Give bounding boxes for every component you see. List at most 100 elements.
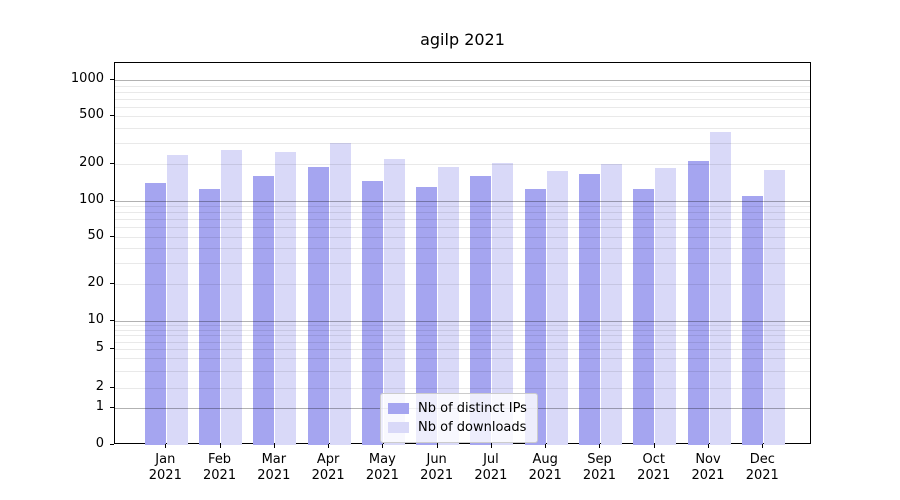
y-tick-label: 200 — [79, 155, 104, 171]
x-tick-label: Apr 2021 — [311, 452, 345, 483]
x-tick — [653, 444, 655, 448]
x-tick-label: Sep 2021 — [582, 452, 616, 483]
x-tick — [599, 444, 601, 448]
x-tick — [328, 444, 330, 448]
y-tick — [110, 115, 114, 117]
x-tick-label: Oct 2021 — [637, 452, 671, 483]
x-tick — [708, 444, 709, 448]
x-tick-label: Jun 2021 — [420, 452, 454, 483]
bar-distinct-ips-aug — [524, 188, 546, 445]
y-tick-label: 100 — [79, 191, 104, 207]
legend-swatch-distinct-ips — [388, 403, 409, 414]
chart-title: agilp 2021 — [420, 30, 505, 49]
y-tick — [110, 163, 114, 165]
gridline-minor — [115, 106, 810, 108]
y-tick-label: 1 — [95, 399, 104, 414]
bar-distinct-ips-may — [361, 181, 383, 445]
y-tick-label: 0 — [95, 436, 104, 451]
y-tick — [110, 387, 114, 388]
y-tick-label: 50 — [87, 227, 104, 243]
bar-distinct-ips-sep — [578, 174, 600, 445]
x-tick — [545, 444, 547, 448]
x-tick-label: Nov 2021 — [691, 452, 725, 483]
bar-downloads-aug — [546, 171, 568, 445]
bar-distinct-ips-jul — [470, 175, 492, 445]
gridline-minor — [115, 128, 810, 130]
gridline-major — [115, 200, 810, 202]
gridline-minor — [115, 116, 810, 118]
y-tick — [110, 319, 114, 321]
x-tick — [273, 444, 275, 448]
y-tick-label: 10 — [87, 311, 104, 327]
y-tick — [110, 199, 114, 201]
y-tick — [110, 407, 114, 408]
gridline-minor — [115, 205, 810, 207]
bar-downloads-nov — [709, 132, 731, 445]
bar-distinct-ips-apr — [307, 166, 329, 445]
y-tick — [110, 348, 114, 349]
x-tick-label: May 2021 — [365, 452, 399, 483]
gridline-minor — [115, 85, 810, 87]
gridline-minor — [115, 98, 810, 100]
bar-downloads-sep — [600, 164, 622, 445]
bar-downloads-mar — [275, 151, 297, 445]
bar-downloads-jul — [492, 163, 514, 445]
bar-distinct-ips-jan — [144, 182, 166, 445]
x-tick-label: Feb 2021 — [203, 452, 237, 483]
legend-item-downloads: Nb of downloads — [388, 418, 527, 437]
gridline-minor — [115, 341, 810, 343]
gridline-minor — [115, 236, 810, 238]
bar-distinct-ips-dec — [741, 195, 763, 445]
bar-downloads-jun — [438, 166, 460, 445]
x-tick-label: Mar 2021 — [257, 452, 291, 483]
legend-label-distinct-ips: Nb of distinct IPs — [418, 401, 527, 416]
y-tick-label: 1000 — [70, 71, 104, 87]
bar-downloads-jan — [166, 154, 188, 445]
gridline-minor — [115, 143, 810, 145]
bar-distinct-ips-nov — [687, 160, 709, 445]
gridline-minor — [115, 91, 810, 93]
gridline-minor — [115, 227, 810, 229]
y-tick-label: 20 — [87, 275, 104, 291]
bar-downloads-dec — [763, 169, 785, 445]
gridline-minor — [115, 324, 810, 326]
x-tick-label: Jul 2021 — [474, 452, 508, 483]
x-tick — [490, 444, 492, 448]
y-tick — [110, 79, 114, 81]
legend: Nb of distinct IPs Nb of downloads — [380, 393, 538, 443]
gridline-minor — [115, 358, 810, 360]
bar-downloads-apr — [329, 143, 351, 445]
y-tick-label: 5 — [95, 340, 104, 355]
gridline-minor — [115, 349, 810, 350]
y-tick-label: 500 — [79, 107, 104, 123]
gridline-minor — [115, 212, 810, 214]
gridline-minor — [115, 335, 810, 337]
bar-distinct-ips-oct — [633, 188, 655, 445]
gridline-minor — [115, 370, 810, 372]
gridline-minor — [115, 248, 810, 250]
x-tick — [762, 444, 764, 448]
legend-label-downloads: Nb of downloads — [418, 420, 527, 435]
x-tick — [436, 444, 438, 448]
gridline-major — [115, 80, 810, 82]
grid-layer — [115, 63, 810, 443]
bars-layer — [115, 63, 810, 445]
legend-swatch-downloads — [388, 422, 409, 433]
gridline-minor — [115, 284, 810, 286]
gridline-minor — [115, 329, 810, 331]
x-tick — [165, 444, 167, 448]
x-tick-label: Dec 2021 — [745, 452, 779, 483]
x-tick — [382, 444, 384, 448]
legend-item-distinct-ips: Nb of distinct IPs — [388, 399, 527, 418]
bar-distinct-ips-feb — [199, 188, 221, 445]
bar-downloads-oct — [655, 168, 677, 445]
y-tick-label: 2 — [95, 379, 104, 394]
y-tick — [110, 444, 114, 445]
bar-distinct-ips-mar — [253, 175, 275, 445]
bar-downloads-feb — [221, 149, 243, 445]
bar-downloads-may — [383, 159, 405, 445]
x-tick-label: Jan 2021 — [148, 452, 182, 483]
gridline-major — [115, 320, 810, 322]
gridline-minor — [115, 263, 810, 265]
